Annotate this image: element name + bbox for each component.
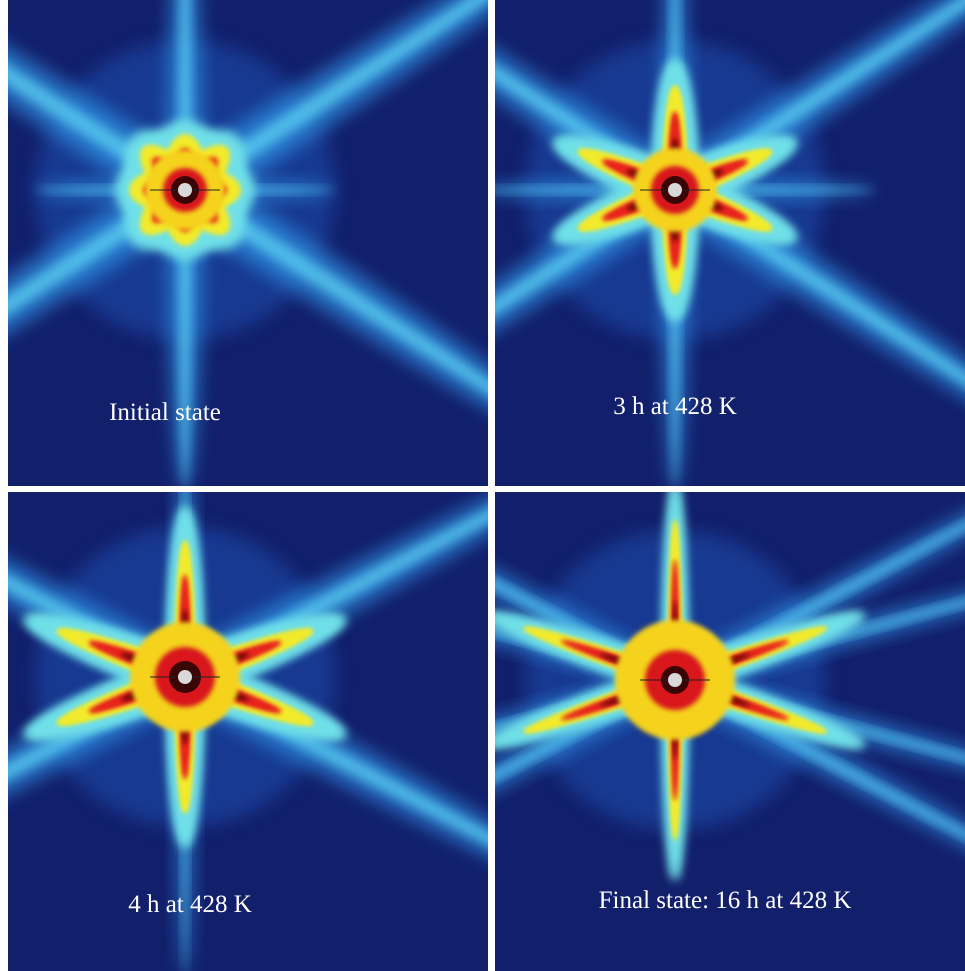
panel-label: 3 h at 428 K: [613, 393, 737, 420]
panel-label: Final state: 16 h at 428 K: [599, 887, 852, 914]
panel-label: Initial state: [109, 399, 221, 426]
beamstop: [668, 183, 682, 197]
panel: Final state: 16 h at 428 K: [495, 492, 965, 971]
panel: 3 h at 428 K: [495, 0, 965, 486]
beamstop: [178, 670, 192, 684]
panel: 4 h at 428 K: [8, 492, 488, 971]
panel-label: 4 h at 428 K: [128, 891, 252, 918]
beamstop: [668, 673, 682, 687]
beamstop: [178, 183, 192, 197]
panel: Initial state: [8, 0, 488, 486]
